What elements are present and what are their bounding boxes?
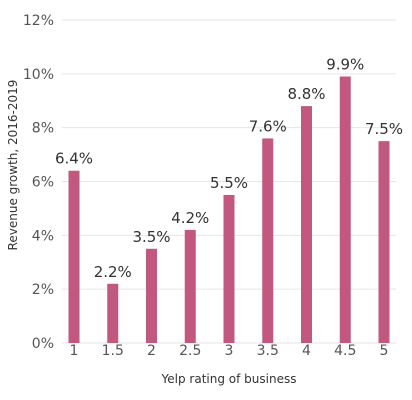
y-tick-label: 10% xyxy=(23,67,54,83)
y-axis-title: Revenue growth, 2016-2019 xyxy=(6,80,20,251)
data-label: 7.5% xyxy=(365,120,403,138)
y-tick-label: 6% xyxy=(32,175,54,191)
x-tick-label: 4.5 xyxy=(334,343,356,359)
data-labels: 6.4% 2.2%3.5%4.2%5.5% 7.6%8.8%9.9% 7.5% xyxy=(55,56,403,281)
data-label: 7.6% xyxy=(249,117,287,135)
y-tick-label: 8% xyxy=(32,121,54,137)
bar-2.5 xyxy=(184,229,196,343)
data-label: 4.2% xyxy=(171,209,209,227)
x-tick-label: 3.5 xyxy=(257,343,279,359)
bar-3.5 xyxy=(262,138,274,343)
bar-2 xyxy=(146,248,157,343)
y-tick-label: 4% xyxy=(32,228,54,244)
data-label: 3.5% xyxy=(132,228,170,246)
bar-1.5 xyxy=(107,283,119,343)
bar-5 xyxy=(378,141,390,343)
x-tick-label: 3 xyxy=(225,343,234,359)
x-axis-ticks: 1 1.5 2 2.5 3 3.5 4 4.5 5 xyxy=(70,343,389,359)
y-tick-label: 2% xyxy=(32,282,54,298)
x-tick-label: 2.5 xyxy=(179,343,201,359)
bar-4 xyxy=(301,106,312,343)
data-label: 6.4% xyxy=(55,150,93,168)
bars xyxy=(68,76,390,344)
data-label: 9.9% xyxy=(326,56,364,74)
data-label: 5.5% xyxy=(210,174,248,192)
bar-3 xyxy=(223,194,235,343)
x-tick-label: 2 xyxy=(147,343,156,359)
x-axis-title: Yelp rating of business xyxy=(161,372,297,386)
bar-4.5 xyxy=(339,76,351,344)
y-tick-label: 0% xyxy=(32,336,54,352)
y-tick-label: 12% xyxy=(23,13,54,29)
x-tick-label: 1 xyxy=(70,343,79,359)
x-tick-label: 1.5 xyxy=(102,343,124,359)
data-label: 2.2% xyxy=(94,263,132,281)
x-tick-label: 4 xyxy=(302,343,311,359)
x-tick-label: 5 xyxy=(380,343,389,359)
y-axis-ticks: 0% 2% 4% 6% 8% 10% 12% xyxy=(23,13,54,352)
bar-1 xyxy=(68,170,80,343)
data-label: 8.8% xyxy=(287,85,325,103)
